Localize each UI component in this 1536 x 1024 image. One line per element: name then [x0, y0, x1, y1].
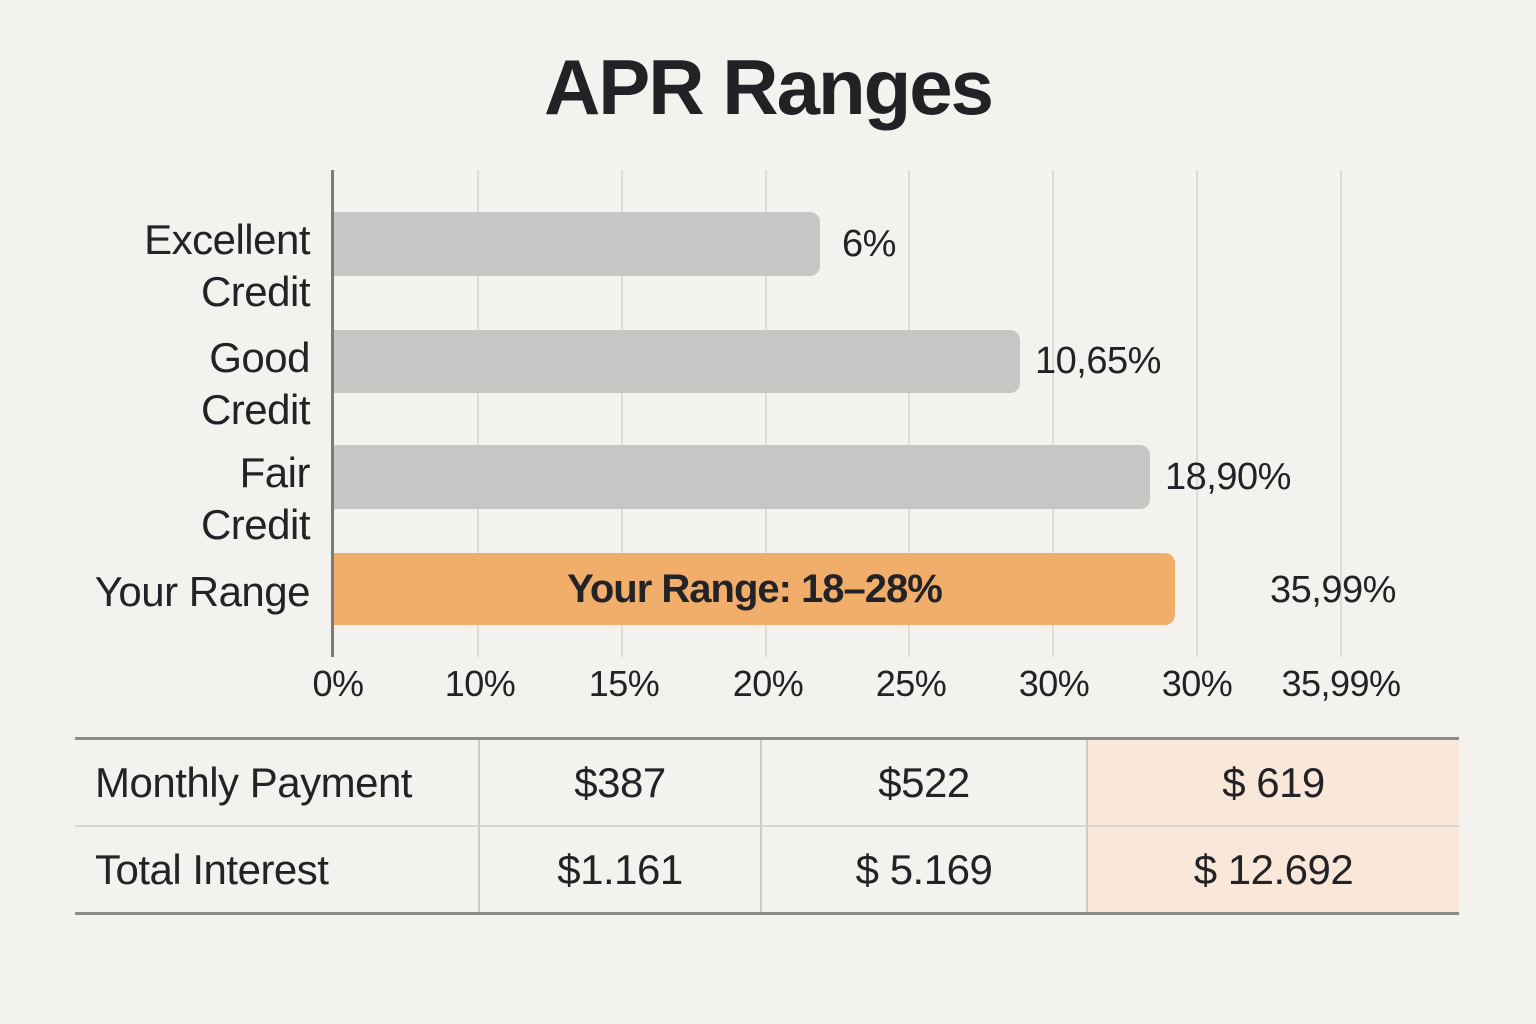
bar-fair-credit: [334, 445, 1150, 509]
x-tick-4: 25%: [875, 663, 947, 704]
x-tick-1: 10%: [444, 663, 516, 704]
gridline: [477, 170, 479, 657]
x-tick-2: 15%: [588, 663, 660, 704]
bar-excellent-credit: [334, 212, 820, 276]
gridline: [908, 170, 910, 657]
category-line: Excellent: [144, 216, 310, 263]
category-label-excellent-credit: Excellent Credit: [60, 214, 310, 318]
gridline: [621, 170, 623, 657]
table-cell-monthly-col2: $522: [760, 740, 1086, 825]
table-cell-interest-col2: $ 5.169: [760, 825, 1086, 912]
value-label-excellent: 6%: [842, 223, 896, 265]
gridline: [1196, 170, 1198, 657]
y-axis-line: [331, 170, 334, 657]
category-label-fair-credit: Fair Credit: [60, 447, 311, 551]
table-cell-interest-col1: $1.161: [478, 825, 760, 912]
bar-your-range: Your Range: 18–28%: [334, 553, 1175, 625]
category-label-your-range: Your Range: [60, 566, 311, 618]
x-tick-3: 20%: [732, 663, 804, 704]
value-label-your-range: 35,99%: [1270, 569, 1396, 611]
gridline: [1052, 170, 1054, 657]
x-tick-6: 30%: [1161, 663, 1233, 704]
table-row-label-monthly-payment: Monthly Payment: [95, 758, 412, 806]
category-line: Good: [209, 334, 310, 381]
value-label-fair: 18,90%: [1165, 456, 1291, 498]
table-cell-monthly-col3-highlighted: $ 619: [1086, 740, 1459, 825]
comparison-table: Monthly Payment $387 $522 $ 619 Total In…: [75, 737, 1459, 915]
your-range-annotation: Your Range: 18–28%: [567, 566, 943, 611]
x-tick-0: 0%: [312, 663, 364, 704]
x-tick-7: 35,99%: [1281, 663, 1401, 704]
table-cell-monthly-col1: $387: [478, 740, 760, 825]
category-line: Credit: [200, 268, 311, 315]
chart-title: APR Ranges: [543, 43, 994, 131]
x-tick-5: 30%: [1018, 663, 1090, 704]
category-line: Credit: [200, 386, 311, 433]
bar-good-credit: [334, 330, 1020, 393]
category-line: Fair: [239, 449, 311, 496]
value-label-good: 10,65%: [1035, 340, 1161, 382]
table-cell-interest-col3-highlighted: $ 12.692: [1086, 825, 1459, 912]
category-line: Credit: [200, 501, 311, 548]
gridline: [765, 170, 767, 657]
category-label-good-credit: Good Credit: [60, 332, 311, 436]
category-line: Your Range: [94, 568, 311, 615]
table-row-label-total-interest: Total Interest: [75, 825, 478, 912]
gridline: [1340, 170, 1342, 657]
